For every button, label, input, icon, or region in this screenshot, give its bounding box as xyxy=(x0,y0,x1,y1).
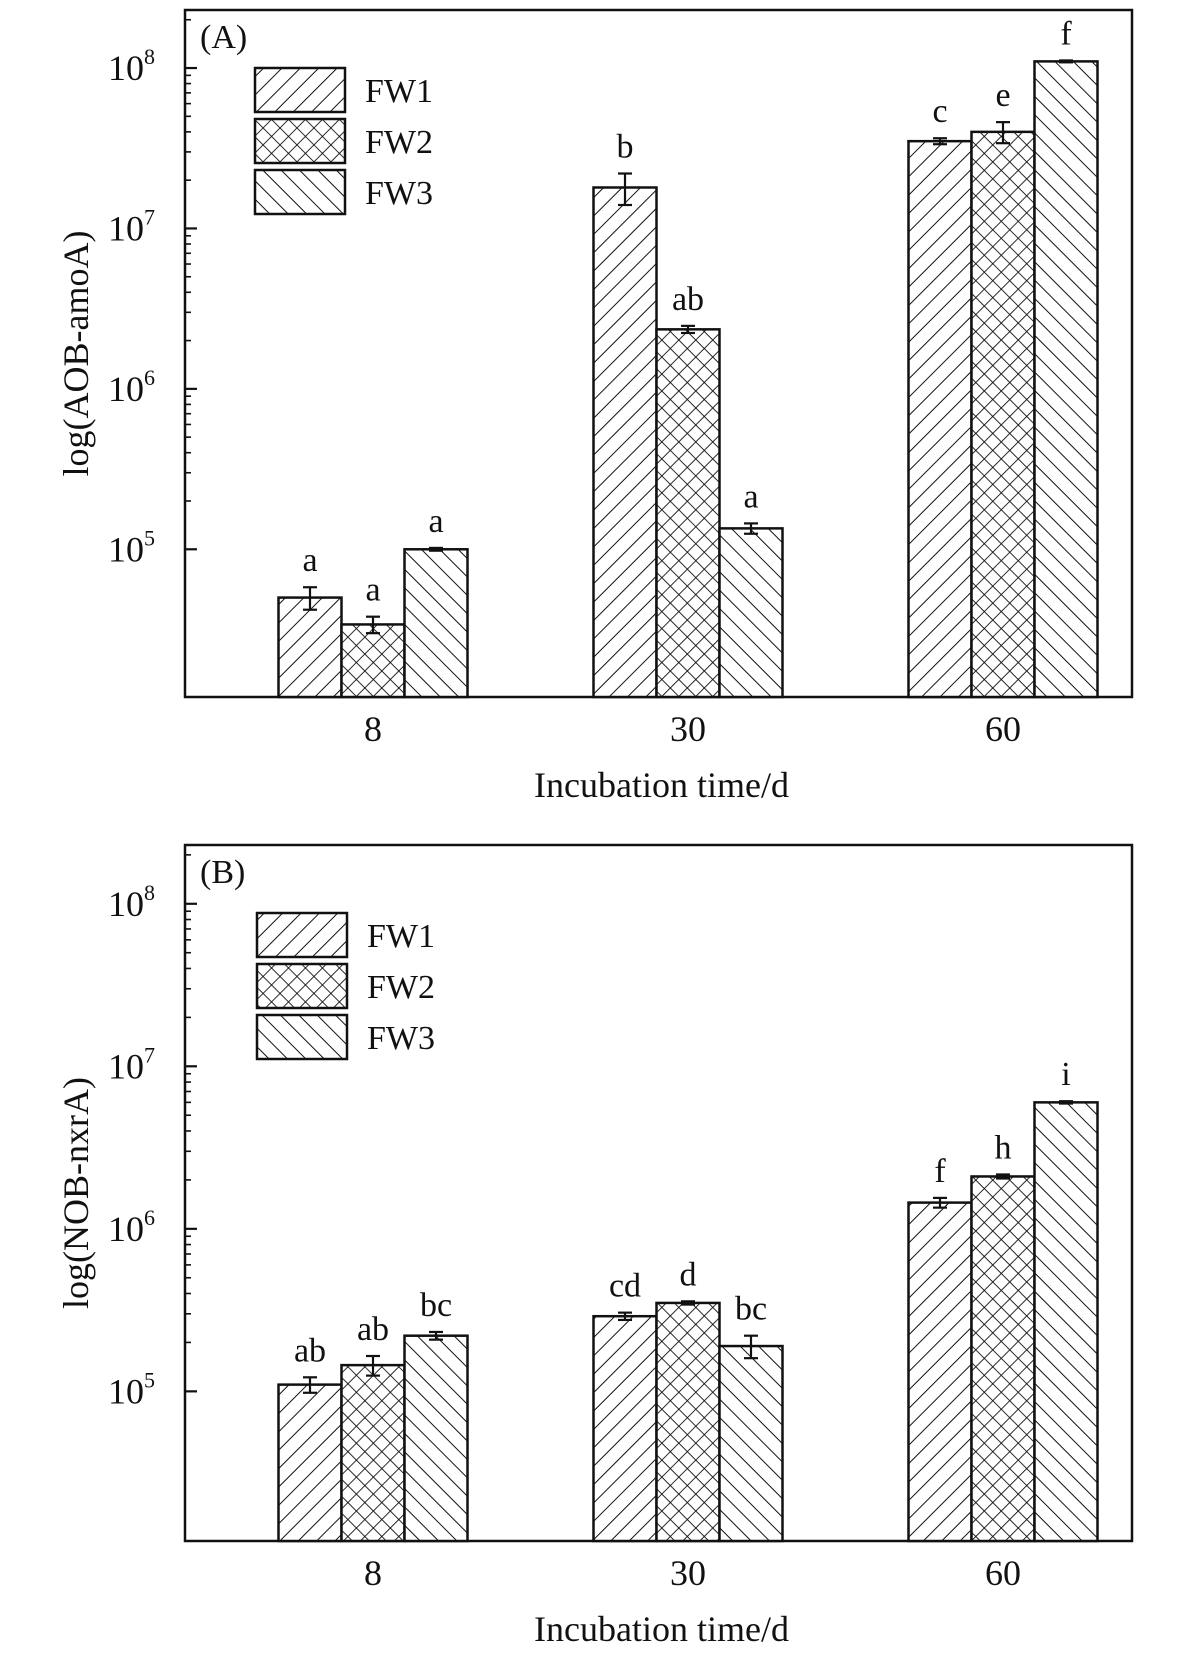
error-bar xyxy=(933,1196,947,1209)
legend-swatch-fw3 xyxy=(253,168,347,216)
legend-label-fw3: FW3 xyxy=(365,175,433,212)
legend-label-fw2: FW2 xyxy=(367,969,435,1006)
chart-panel-a: 105 106 107 108 8 30 60 Incubation time/d log(AO… xyxy=(56,8,1134,805)
x-tick-label-30: 30 xyxy=(670,709,706,749)
significance-label: ab xyxy=(294,1332,326,1369)
y-tick-label: 106 xyxy=(108,1205,155,1249)
x-tick-label-60: 60 xyxy=(985,1553,1021,1593)
error-bar xyxy=(1059,1100,1073,1105)
y-tick-label: 107 xyxy=(108,1042,155,1086)
x-axis-title: Incubation time/d xyxy=(534,765,789,805)
error-bar xyxy=(303,586,317,611)
significance-label: c xyxy=(932,93,947,130)
significance-label: ab xyxy=(357,1311,389,1348)
chart-panels: 105 106 107 108 8 30 60 Incubation time/d log(AO… xyxy=(56,8,1134,1649)
significance-label: a xyxy=(302,542,317,579)
y-tick-label: 105 xyxy=(108,1367,155,1411)
significance-label: f xyxy=(934,1153,946,1190)
x-tick-label-60: 60 xyxy=(985,709,1021,749)
error-bar xyxy=(996,121,1010,145)
bar-fw2-30 xyxy=(655,328,721,699)
legend: FW1 FW2 FW3 xyxy=(255,911,435,1061)
legend-swatch-fw1 xyxy=(255,911,349,959)
error-bar xyxy=(366,615,380,635)
significance-label: cd xyxy=(609,1268,641,1305)
bar-fw2-60 xyxy=(970,130,1036,699)
legend-label-fw3: FW3 xyxy=(367,1020,435,1057)
legend: FW1 FW2 FW3 xyxy=(253,66,433,216)
significance-label: bc xyxy=(420,1287,452,1324)
significance-label: a xyxy=(428,503,443,540)
error-bar xyxy=(429,1330,443,1341)
panel-label: (A) xyxy=(200,19,247,56)
significance-label: i xyxy=(1061,1056,1070,1093)
y-tick-label: 108 xyxy=(108,880,155,924)
y-tick-label: 107 xyxy=(108,204,155,248)
y-axis-title: log(NOB-nxrA) xyxy=(56,1077,96,1309)
error-bar xyxy=(744,1334,758,1360)
y-tick-label: 105 xyxy=(108,525,155,569)
x-tick-label-8: 8 xyxy=(364,1553,382,1593)
bar-fw2-60 xyxy=(970,1175,1036,1543)
bar-fw3-8 xyxy=(403,548,469,699)
error-bar xyxy=(618,1311,632,1322)
y-axis-title: log(AOB-amoA) xyxy=(56,231,96,477)
bar-fw2-30 xyxy=(655,1301,721,1543)
error-bar xyxy=(681,1300,695,1306)
legend-label-fw1: FW1 xyxy=(367,918,435,955)
legend-swatch-fw2 xyxy=(253,117,347,165)
legend-label-fw1: FW1 xyxy=(365,73,433,110)
bar-fw3-60 xyxy=(1033,1101,1099,1543)
x-axis-title: Incubation time/d xyxy=(534,1609,789,1649)
significance-label: h xyxy=(995,1129,1012,1166)
legend-swatch-fw1 xyxy=(253,66,347,114)
bar-fw3-60 xyxy=(1033,60,1099,699)
significance-label: bc xyxy=(735,1291,767,1328)
panel-label: (B) xyxy=(200,854,245,891)
significance-label: a xyxy=(743,478,758,515)
significance-label: b xyxy=(617,129,634,166)
error-bar xyxy=(366,1354,380,1377)
bar-fw1-8 xyxy=(277,1383,343,1543)
error-bar xyxy=(996,1173,1010,1180)
error-bar xyxy=(303,1376,317,1394)
significance-label: d xyxy=(680,1256,697,1293)
x-tick-label-30: 30 xyxy=(670,1553,706,1593)
error-bar xyxy=(744,522,758,535)
error-bar xyxy=(681,324,695,335)
legend-label-fw2: FW2 xyxy=(365,124,433,161)
bar-fw3-30 xyxy=(718,527,784,699)
bar-fw1-60 xyxy=(907,139,973,699)
significance-label: ab xyxy=(672,281,704,318)
y-tick-label: 108 xyxy=(108,44,155,88)
error-bar xyxy=(933,137,947,146)
chart-panel-b: 105 106 107 108 8 30 60 Incubation time/d log(NO… xyxy=(56,843,1134,1649)
bar-fw3-8 xyxy=(403,1334,469,1543)
significance-label: a xyxy=(365,572,380,609)
error-bar xyxy=(429,546,443,552)
error-bar xyxy=(1059,59,1073,64)
legend-swatch-fw2 xyxy=(255,962,349,1010)
bar-fw2-8 xyxy=(340,1363,406,1543)
bar-fw2-8 xyxy=(340,623,406,699)
y-tick-label: 106 xyxy=(108,365,155,409)
legend-swatch-fw3 xyxy=(255,1013,349,1061)
bar-fw1-30 xyxy=(592,1314,658,1543)
error-bar xyxy=(618,172,632,207)
x-tick-label-8: 8 xyxy=(364,709,382,749)
significance-label: f xyxy=(1060,15,1072,52)
bar-fw1-8 xyxy=(277,596,343,699)
bar-fw1-30 xyxy=(592,186,658,699)
significance-label: e xyxy=(995,77,1010,114)
bar-fw3-30 xyxy=(718,1344,784,1543)
bar-fw1-60 xyxy=(907,1201,973,1543)
